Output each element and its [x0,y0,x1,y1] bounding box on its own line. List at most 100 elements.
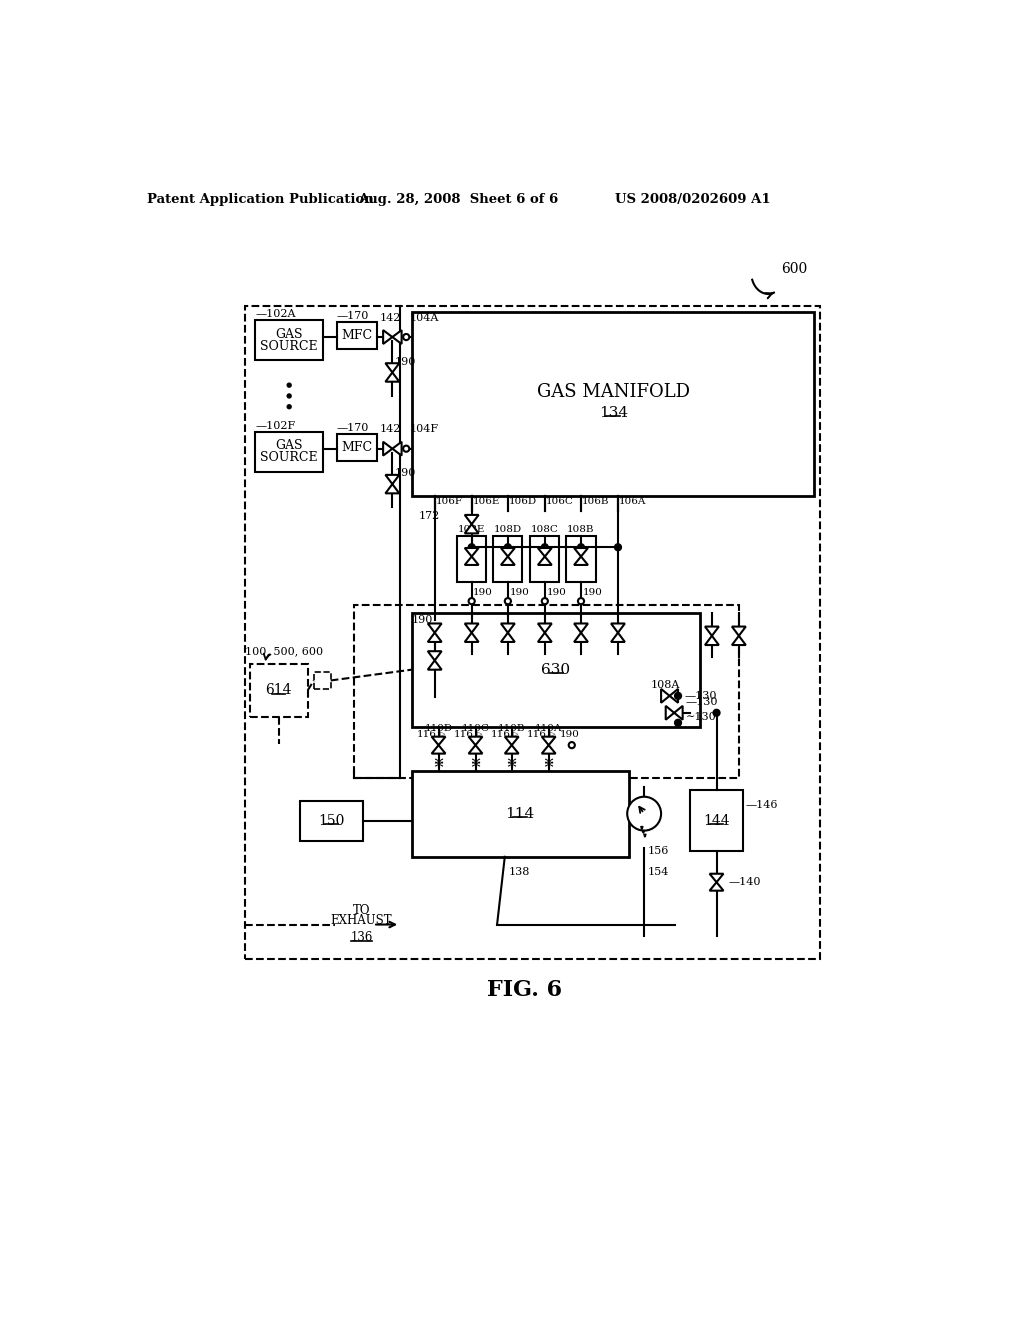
Text: ∗: ∗ [543,755,555,774]
Polygon shape [385,475,399,484]
Text: ∗: ∗ [506,754,518,771]
Polygon shape [432,737,445,744]
Text: ▷: ▷ [513,731,518,738]
Text: 190: 190 [394,356,416,367]
Text: 108C: 108C [530,525,559,535]
Text: 136: 136 [350,931,373,944]
Text: 104F: 104F [410,425,439,434]
Circle shape [469,544,475,550]
Circle shape [675,693,681,700]
Text: ∼130: ∼130 [686,711,717,722]
Text: —102F: —102F [255,421,296,430]
Text: 154: 154 [648,867,670,878]
Bar [250,664,307,717]
Bar [457,536,486,582]
Text: 190: 190 [473,589,494,597]
Text: 142: 142 [379,313,400,323]
Text: ▷: ▷ [440,731,445,738]
Circle shape [505,544,511,550]
Text: 172: 172 [419,511,439,521]
Text: 190: 190 [394,469,416,478]
Circle shape [542,598,548,605]
Text: 190: 190 [559,730,580,739]
Text: 106B: 106B [582,498,609,507]
Text: 600: 600 [781,261,808,276]
Text: —130: —130 [685,690,718,701]
Text: 108D: 108D [494,525,522,535]
Bar [337,434,377,461]
Polygon shape [428,632,441,642]
Circle shape [403,334,410,341]
Circle shape [714,710,720,715]
Polygon shape [705,636,719,645]
Bar [300,801,364,841]
Text: ∗: ∗ [469,754,481,771]
Text: —130: —130 [686,697,718,708]
Text: —146: —146 [745,800,778,810]
Text: 110D: 110D [425,723,453,733]
Polygon shape [385,484,399,494]
Text: 108A: 108A [651,680,680,690]
Text: 144: 144 [703,813,730,828]
Polygon shape [505,744,518,754]
Bar [413,313,814,496]
Text: ▷: ▷ [550,731,556,738]
Text: GAS: GAS [275,327,303,341]
Bar [245,306,820,960]
Text: 190: 190 [509,589,529,597]
Circle shape [628,797,662,830]
Text: 106F: 106F [435,498,463,507]
Polygon shape [465,557,478,565]
Polygon shape [732,636,745,645]
Text: EXHAUST: EXHAUST [331,915,392,927]
Circle shape [578,544,584,550]
Polygon shape [542,737,556,744]
Text: 116: 116 [454,730,474,739]
Polygon shape [501,557,515,565]
Text: FIG. 6: FIG. 6 [487,979,562,1001]
Polygon shape [666,706,674,719]
Polygon shape [383,330,392,345]
Bar [313,672,331,689]
Bar [566,536,596,582]
Polygon shape [385,372,399,381]
Text: 138: 138 [509,867,530,878]
Bar [354,605,739,779]
Circle shape [614,544,621,550]
Polygon shape [574,557,588,565]
Polygon shape [469,744,482,754]
Polygon shape [432,744,445,754]
Circle shape [675,719,681,726]
Text: 190: 190 [583,589,602,597]
Polygon shape [428,651,441,660]
Bar [412,771,629,857]
Text: US 2008/0202609 A1: US 2008/0202609 A1 [614,194,770,206]
Text: GAS MANIFOLD: GAS MANIFOLD [537,384,690,401]
Text: 108E: 108E [458,525,485,535]
Polygon shape [505,737,518,744]
Circle shape [403,446,410,451]
Bar [689,789,743,851]
Polygon shape [611,623,625,632]
Polygon shape [538,632,552,642]
Text: SOURCE: SOURCE [260,451,318,465]
Text: GAS: GAS [275,440,303,453]
Text: 110B: 110B [498,723,525,733]
Polygon shape [538,548,552,557]
Polygon shape [385,363,399,372]
Text: 106C: 106C [546,498,573,507]
Bar [428,624,441,638]
Text: 116: 116 [527,730,547,739]
Circle shape [287,404,292,409]
Text: 190: 190 [547,589,566,597]
Text: SOURCE: SOURCE [260,339,318,352]
Circle shape [287,383,292,388]
Text: 110A: 110A [535,723,562,733]
Text: 630: 630 [542,663,570,677]
Polygon shape [501,548,515,557]
Text: ∗: ∗ [543,754,555,771]
Polygon shape [538,557,552,565]
Circle shape [578,598,584,605]
Text: —170: —170 [337,312,370,321]
Circle shape [469,598,475,605]
